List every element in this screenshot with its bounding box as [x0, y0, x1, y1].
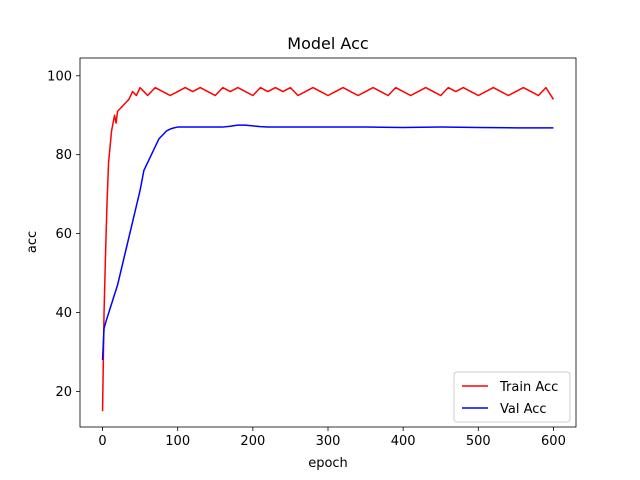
x-tick-label: 500: [466, 434, 491, 449]
series-line-1: [101, 124, 554, 360]
plot-area: 0 100 200 300 400 500 600 20 40 60 80 100: [47, 57, 577, 449]
series-line-0: [101, 86, 555, 412]
x-tick-label: 100: [165, 434, 190, 449]
plot-background: [80, 58, 576, 427]
legend-box: [453, 371, 571, 423]
x-tick-label: 200: [240, 434, 265, 449]
x-tick-label: 0: [98, 434, 106, 449]
y-tick-label: 60: [55, 227, 72, 242]
x-tick-label: 400: [391, 434, 416, 449]
legend: Train Acc Val Acc: [453, 371, 571, 423]
y-tick-label: 40: [55, 306, 72, 321]
x-axis-label: epoch: [308, 456, 348, 471]
y-axis-label: acc: [25, 231, 40, 253]
y-tick-label: 80: [55, 148, 72, 163]
y-tick-label: 20: [55, 385, 72, 400]
y-tick-label: 100: [47, 69, 72, 84]
legend-label-0: Train Acc: [499, 380, 558, 395]
x-tick-label: 300: [316, 434, 341, 449]
legend-label-1: Val Acc: [500, 402, 547, 417]
x-tick-label: 600: [541, 434, 566, 449]
chart-title: Model Acc: [287, 34, 368, 53]
